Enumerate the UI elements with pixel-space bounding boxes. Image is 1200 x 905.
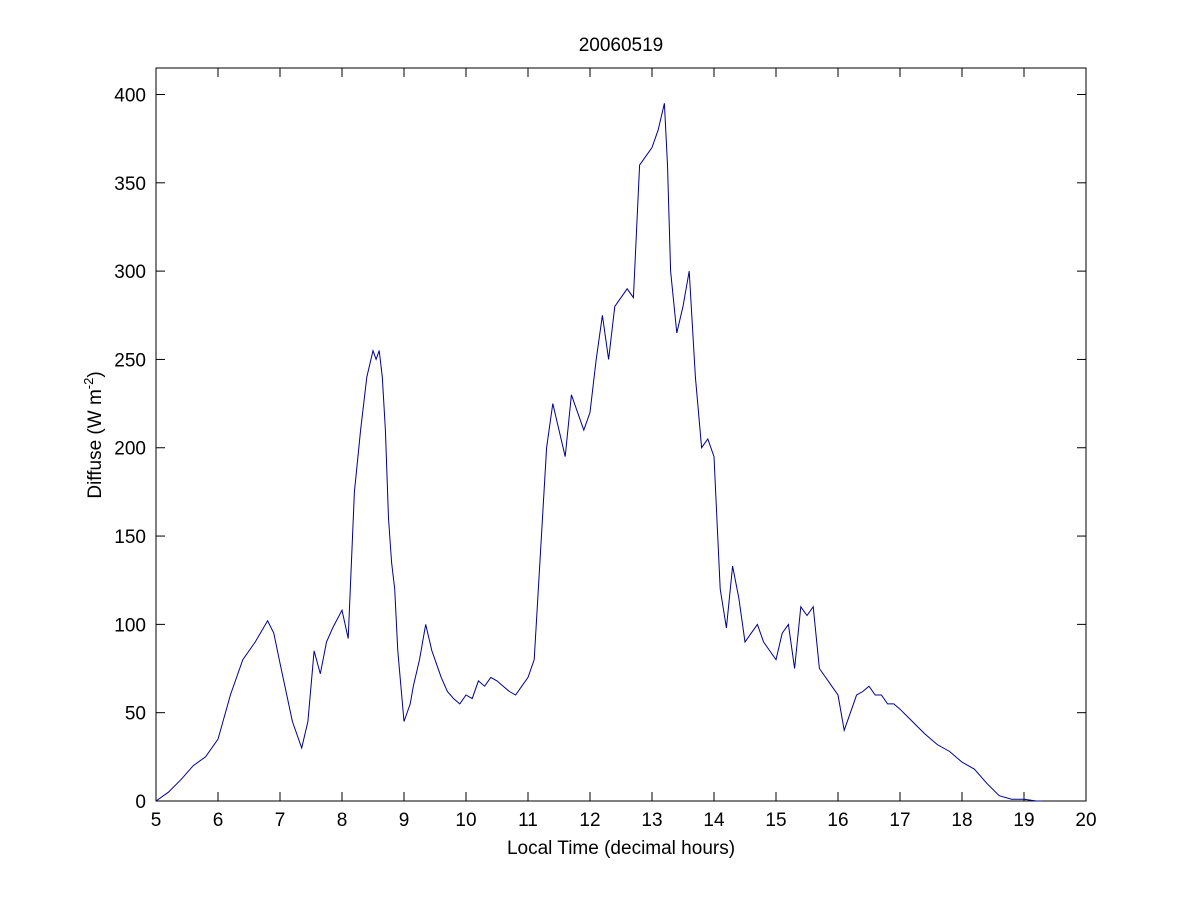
x-tick-label: 18 (951, 810, 972, 831)
x-tick-label: 5 (151, 810, 162, 831)
y-tick-label: 0 (135, 792, 146, 813)
x-tick-label: 11 (518, 810, 538, 831)
x-tick-label: 19 (1013, 810, 1034, 831)
y-tick-label: 50 (125, 704, 146, 725)
y-tick-label: 350 (114, 174, 146, 195)
x-tick-label: 13 (641, 810, 662, 831)
plot-area (155, 67, 1087, 802)
x-tick-label: 12 (579, 810, 600, 831)
y-axis-label: Diffuse (W m-2) (81, 371, 106, 498)
y-axis-label-superscript: -2 (81, 378, 96, 390)
y-tick-label: 150 (114, 527, 146, 548)
x-tick-label: 7 (275, 810, 286, 831)
axis-ticks: 5 6 7 8 9 10 11 12 13 14 15 16 17 18 19 200501001502002… (114, 68, 1097, 831)
x-tick-label: 20 (1075, 810, 1096, 831)
y-tick-label: 400 (114, 85, 146, 106)
x-axis-label: Local Time (decimal hours) (507, 838, 735, 859)
y-tick-label: 200 (114, 439, 146, 460)
y-tick-label: 100 (114, 615, 146, 636)
x-tick-label: 15 (765, 810, 786, 831)
x-tick-label: 14 (703, 810, 725, 831)
x-tick-label: 16 (827, 810, 848, 831)
y-tick-label: 300 (114, 262, 146, 283)
y-axis-label-close: ) (85, 371, 106, 377)
x-tick-label: 9 (399, 810, 410, 831)
chart-title: 20060519 (579, 35, 664, 56)
x-tick-label: 17 (889, 810, 910, 831)
x-tick-label: 10 (455, 810, 476, 831)
diffuse-series-line (155, 103, 1043, 802)
y-tick-label: 250 (114, 350, 146, 371)
x-tick-label: 8 (337, 810, 348, 831)
y-axis-label-main: Diffuse (W m (85, 389, 106, 498)
x-tick-label: 6 (213, 810, 224, 831)
